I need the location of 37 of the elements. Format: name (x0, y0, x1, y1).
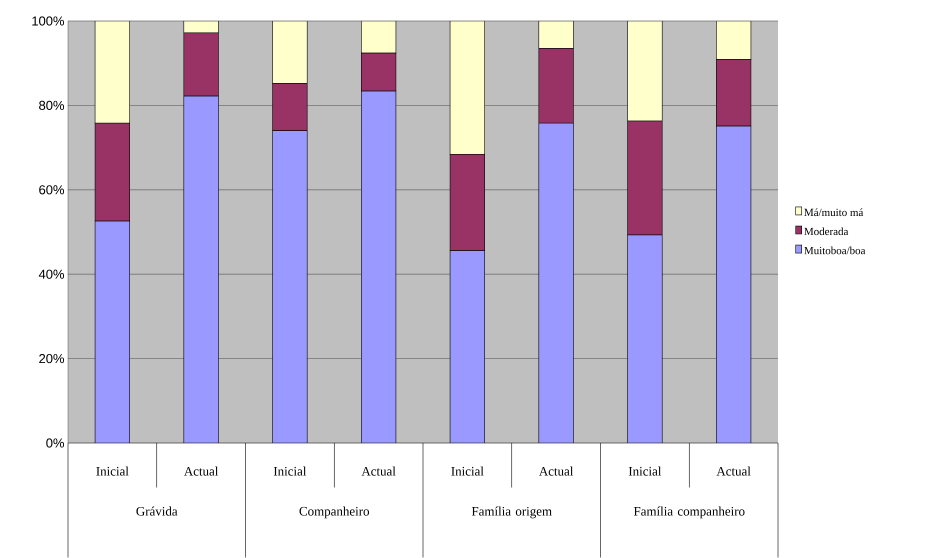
bar (627, 234, 662, 443)
bar (94, 220, 130, 443)
bar (361, 20, 396, 54)
text: Família origem (472, 506, 552, 518)
x-tick-label: Inicial (274, 466, 306, 476)
bar (538, 20, 574, 49)
y-tick-label: 0% (46, 438, 64, 448)
legend-label: Muitoboa/boa (804, 246, 866, 254)
x-tick-label: Inicial (628, 466, 662, 476)
bar (272, 20, 308, 84)
x-tick-label: Actual (184, 466, 218, 476)
bar (272, 130, 308, 443)
bar (450, 250, 485, 443)
y-tick-label: 80% (39, 100, 64, 110)
legend-label: Má/muito má (804, 208, 864, 216)
y-tick-label: 40% (38, 270, 64, 279)
x-tick-label: Actual (716, 466, 751, 476)
legend-label: Moderada (804, 227, 848, 236)
text: Grávida (136, 506, 178, 516)
bar (716, 20, 752, 60)
y-tick-label: 60% (39, 185, 64, 194)
bar (361, 90, 396, 443)
text: Companheiro (300, 506, 370, 518)
x-tick-label: Inicial (451, 466, 484, 476)
text: Família companheiro (634, 506, 745, 518)
bar (450, 20, 485, 155)
x-tick-label: Actual (538, 466, 574, 476)
bar (184, 96, 219, 443)
x-tick-label: Actual (361, 466, 396, 476)
bar (716, 126, 752, 443)
y-tick-label: 100% (32, 16, 64, 26)
bar (538, 122, 574, 443)
bar (94, 20, 130, 124)
x-tick-label: Inicial (96, 466, 129, 476)
y-tick-label: 20% (39, 354, 64, 364)
bar (184, 20, 219, 34)
bar (627, 20, 662, 122)
